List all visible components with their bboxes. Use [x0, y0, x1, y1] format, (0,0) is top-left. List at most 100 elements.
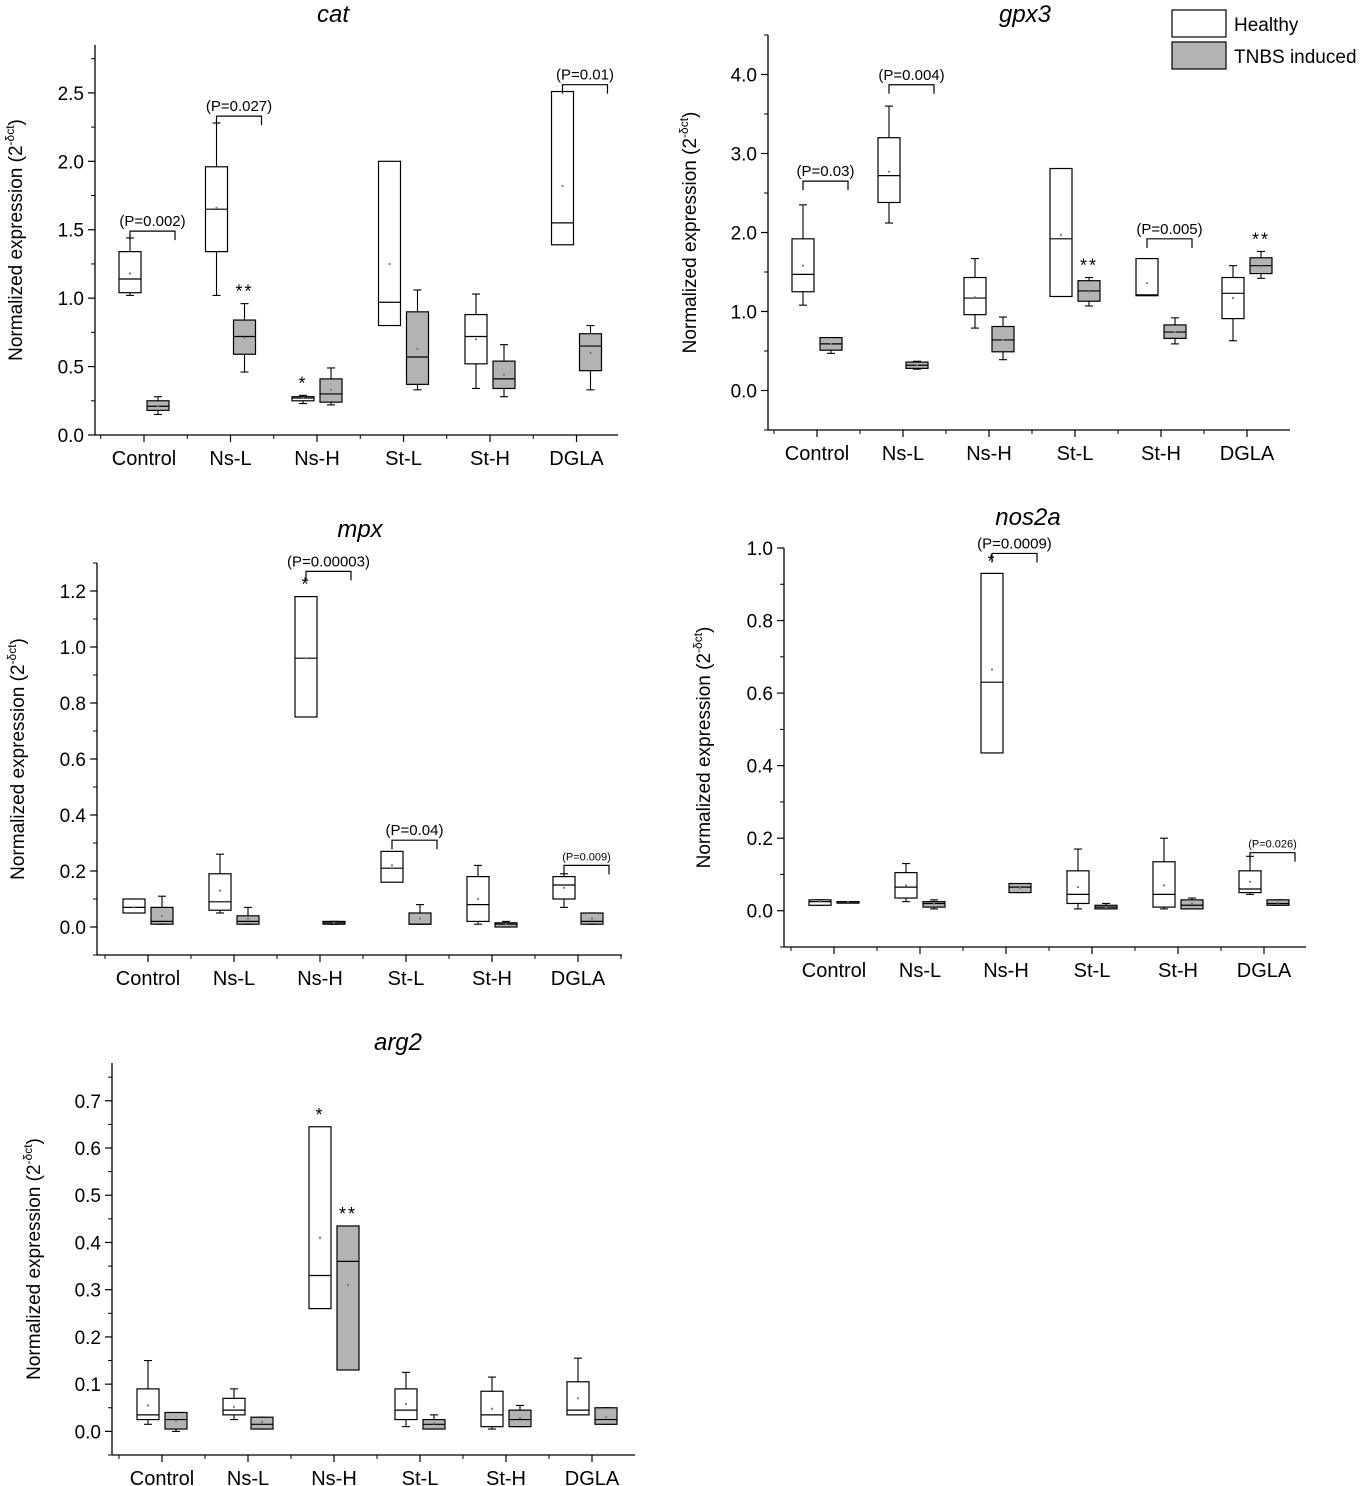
box-tnbs	[819, 336, 843, 354]
significance-mark: *	[301, 575, 310, 595]
box-tnbs	[322, 920, 346, 925]
box-mean	[174, 1419, 178, 1423]
box-healthy	[204, 122, 229, 296]
box-mean	[490, 1407, 494, 1410]
box-healthy	[394, 1371, 418, 1428]
y-tick-label: 2.5	[58, 84, 84, 105]
pvalue-label: (P=0.01)	[556, 67, 614, 84]
box-iqr	[594, 1407, 618, 1425]
box-healthy	[380, 850, 404, 883]
legend-swatch-tnbs	[1171, 41, 1227, 70]
pvalue-label: (P=0.00003)	[287, 553, 370, 570]
box-mean	[915, 364, 919, 367]
x-tick-label: Ns-H	[311, 1468, 357, 1486]
y-tick-label: 0.3	[75, 1281, 101, 1302]
x-tick-label: DGLA	[565, 1468, 620, 1486]
box-tnbs	[150, 895, 174, 925]
y-axis-label: Normalized expression (2-δct)	[5, 638, 29, 880]
box-mean	[1076, 886, 1080, 889]
box-healthy: *	[308, 1105, 332, 1310]
bracket-line	[215, 115, 263, 126]
box-iqr	[122, 898, 146, 914]
box-mean	[246, 917, 250, 920]
box-tnbs: **	[1249, 229, 1273, 279]
box-mean	[504, 923, 508, 926]
y-tick-label: 1.0	[731, 303, 757, 324]
box-iqr	[963, 276, 987, 316]
x-tick-label: Control	[785, 443, 849, 465]
pvalue-label: (P=0.04)	[386, 822, 444, 839]
y-tick-label: 1.2	[60, 582, 86, 603]
pvalue-bracket: (P=0.03)	[797, 163, 854, 191]
x-tick-label: Ns-H	[294, 448, 340, 470]
y-tick-label: 2.0	[58, 152, 84, 173]
x-tick-label: DGLA	[1220, 443, 1275, 465]
x-tick-label: Ns-H	[983, 960, 1029, 982]
box-healthy	[1152, 837, 1176, 910]
x-tick-label: DGLA	[551, 968, 606, 990]
box-healthy	[464, 293, 488, 390]
box-mean	[318, 1236, 322, 1239]
box-mean	[390, 864, 394, 867]
box-iqr	[308, 1126, 332, 1310]
legend-label-healthy: Healthy	[1234, 15, 1299, 36]
box-iqr	[208, 873, 232, 911]
y-axis-label: Normalized expression (2-δct)	[21, 1138, 45, 1380]
box-mean	[1087, 290, 1091, 293]
box-mean	[932, 902, 936, 905]
y-tick-label: 0.8	[60, 694, 86, 715]
box-mean	[1104, 906, 1108, 909]
chart-nos2a: nos2a Normalized expression (2-δct) 0.0 0.2…	[691, 504, 1306, 982]
box-mean	[590, 917, 594, 920]
y-tick-label: 3.0	[731, 145, 757, 166]
box-mean	[1173, 330, 1177, 334]
box-iqr	[336, 1225, 360, 1371]
box-mean	[818, 900, 822, 903]
box-healthy	[963, 258, 987, 329]
x-tick-label: St-L	[1074, 960, 1111, 982]
box-mean	[846, 900, 850, 903]
box-tnbs	[508, 1404, 532, 1428]
box-mean	[304, 657, 308, 660]
box-iqr	[250, 1416, 274, 1430]
pvalue-label: (P=0.009)	[562, 851, 611, 863]
box-tnbs	[1094, 902, 1118, 910]
box-mean	[476, 897, 480, 901]
x-tick-label: St-H	[1158, 960, 1198, 982]
box-mean	[604, 1416, 608, 1419]
box-tnbs	[836, 900, 860, 904]
box-mean	[260, 1420, 264, 1424]
y-tick-label: 0.0	[731, 382, 757, 403]
pvalue-bracket: (P=0.04)	[386, 822, 444, 850]
box-mean	[562, 886, 566, 889]
y-tick-label: 0.0	[75, 1422, 101, 1443]
box-healthy	[466, 864, 490, 925]
box-mean	[829, 342, 833, 345]
box-mean	[332, 921, 336, 924]
bracket-line	[391, 839, 438, 850]
box-tnbs	[1180, 897, 1204, 910]
chart-mpx: mpx Normalized expression (2-δct) 0.0 0.2 0.…	[5, 516, 622, 990]
y-tick-label: 1.0	[58, 289, 84, 310]
box-mean	[329, 388, 333, 391]
box-iqr	[118, 251, 142, 294]
box-iqr	[377, 160, 402, 327]
x-tick-label: St-H	[1141, 443, 1181, 465]
chart-title: cat	[317, 1, 350, 28]
x-tick-label: Control	[130, 1468, 194, 1486]
box-tnbs	[905, 360, 929, 370]
significance-mark: **	[1080, 256, 1098, 276]
box-mean	[589, 351, 592, 354]
box-mean	[128, 272, 132, 275]
box-tnbs	[991, 316, 1015, 361]
y-tick-label: 0.4	[75, 1233, 102, 1254]
box-mean	[990, 668, 994, 671]
box-healthy	[1049, 167, 1073, 298]
x-tick-label: Ns-L	[882, 443, 924, 465]
x-tick-label: St-L	[1057, 443, 1094, 465]
chart-title: mpx	[337, 516, 383, 543]
box-tnbs	[1163, 317, 1187, 345]
box-healthy	[118, 237, 142, 296]
box-healthy	[550, 90, 575, 246]
